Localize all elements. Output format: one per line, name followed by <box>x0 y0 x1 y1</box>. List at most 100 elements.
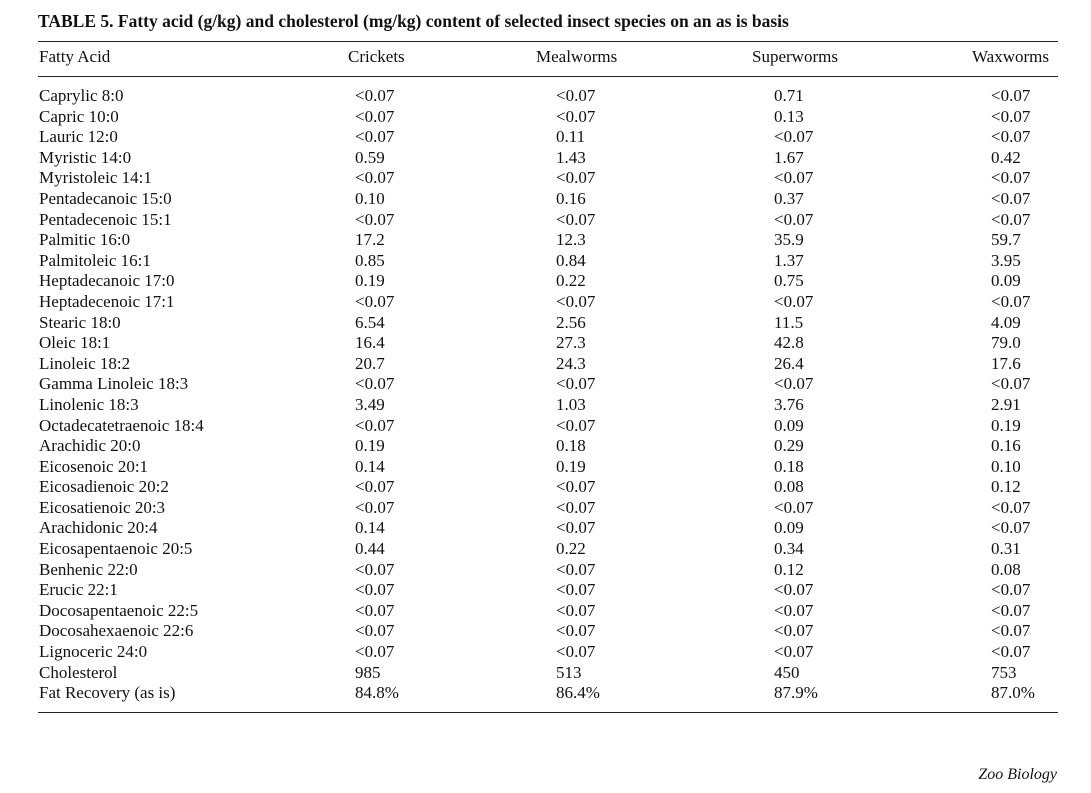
header-fatty-acid: Fatty Acid <box>39 47 111 66</box>
cell-mealworms: <0.07 <box>556 642 596 662</box>
cell-superworms: <0.07 <box>774 374 814 394</box>
cell-superworms: <0.07 <box>774 127 814 147</box>
cell-waxworms: 0.09 <box>991 271 1021 291</box>
table-body: Caprylic 8:0 <0.07 <0.07 0.71 <0.07 Capric 10… <box>0 86 1091 704</box>
cell-superworms: 11.5 <box>774 312 804 332</box>
cell-fatty-acid: Pentadecanoic 15:0 <box>39 188 172 208</box>
cell-fatty-acid: Myristic 14:0 <box>39 147 132 167</box>
cell-fatty-acid: Stearic 18:0 <box>39 312 121 332</box>
table-row: Docosahexaenoic 22:6 <0.07 <0.07 <0.07 <0.07 <box>0 621 1091 642</box>
cell-waxworms: 0.16 <box>991 436 1021 456</box>
cell-waxworms: <0.07 <box>991 642 1031 662</box>
cell-crickets: <0.07 <box>355 600 395 620</box>
cell-crickets: <0.07 <box>355 497 395 517</box>
cell-superworms: 0.29 <box>774 436 804 456</box>
cell-waxworms: <0.07 <box>991 127 1031 147</box>
cell-superworms: 3.76 <box>774 394 804 414</box>
cell-fatty-acid: Caprylic 8:0 <box>39 86 124 105</box>
cell-waxworms: 79.0 <box>991 333 1021 353</box>
cell-superworms: <0.07 <box>774 209 814 229</box>
cell-mealworms: 12.3 <box>556 230 586 250</box>
table-row: Heptadecanoic 17:0 0.19 0.22 0.75 0.09 <box>0 271 1091 292</box>
cell-fatty-acid: Docosahexaenoic 22:6 <box>39 621 194 641</box>
cell-superworms: <0.07 <box>774 580 814 600</box>
table-row: Capric 10:0 <0.07 <0.07 0.13 <0.07 <box>0 107 1091 128</box>
cell-fatty-acid: Lauric 12:0 <box>39 127 118 147</box>
table-row: Pentadecanoic 15:0 0.10 0.16 0.37 <0.07 <box>0 189 1091 210</box>
cell-mealworms: 0.19 <box>556 456 586 476</box>
table-row: Myristic 14:0 0.59 1.43 1.67 0.42 <box>0 148 1091 169</box>
cell-crickets: <0.07 <box>355 580 395 600</box>
table-row: Myristoleic 14:1 <0.07 <0.07 <0.07 <0.07 <box>0 168 1091 189</box>
cell-superworms: 0.13 <box>774 106 804 126</box>
cell-crickets: <0.07 <box>355 106 395 126</box>
table-row: Heptadecenoic 17:1 <0.07 <0.07 <0.07 <0.07 <box>0 292 1091 313</box>
table-row: Eicosenoic 20:1 0.14 0.19 0.18 0.10 <box>0 457 1091 478</box>
cell-crickets: 20.7 <box>355 353 385 373</box>
cell-fatty-acid: Linolenic 18:3 <box>39 394 139 414</box>
cell-waxworms: 0.19 <box>991 415 1021 435</box>
table-row: Linolenic 18:3 3.49 1.03 3.76 2.91 <box>0 395 1091 416</box>
cell-mealworms: <0.07 <box>556 374 596 394</box>
cell-mealworms: <0.07 <box>556 106 596 126</box>
table-row: Arachidic 20:0 0.19 0.18 0.29 0.16 <box>0 436 1091 457</box>
cell-waxworms: <0.07 <box>991 209 1031 229</box>
cell-waxworms: 0.42 <box>991 147 1021 167</box>
cell-superworms: <0.07 <box>774 621 814 641</box>
cell-fatty-acid: Arachidonic 20:4 <box>39 518 158 538</box>
cell-waxworms: 87.0% <box>991 683 1035 703</box>
cell-waxworms: 0.12 <box>991 477 1021 497</box>
cell-crickets: 985 <box>355 662 381 682</box>
cell-superworms: 0.09 <box>774 518 804 538</box>
cell-fatty-acid: Lignoceric 24:0 <box>39 642 148 662</box>
header-rule <box>38 76 1058 77</box>
cell-crickets: 0.44 <box>355 539 385 559</box>
cell-superworms: 0.08 <box>774 477 804 497</box>
table-row: Lauric 12:0 <0.07 0.11 <0.07 <0.07 <box>0 127 1091 148</box>
cell-mealworms: <0.07 <box>556 477 596 497</box>
cell-superworms: 450 <box>774 662 800 682</box>
cell-waxworms: <0.07 <box>991 168 1031 188</box>
cell-crickets: <0.07 <box>355 374 395 394</box>
bottom-rule <box>38 712 1058 713</box>
cell-fatty-acid: Cholesterol <box>39 662 118 682</box>
cell-mealworms: <0.07 <box>556 559 596 579</box>
cell-crickets: 0.19 <box>355 271 385 291</box>
cell-fatty-acid: Eicosenoic 20:1 <box>39 456 149 476</box>
cell-fatty-acid: Arachidic 20:0 <box>39 436 141 456</box>
cell-mealworms: <0.07 <box>556 291 596 311</box>
cell-mealworms: 0.84 <box>556 250 586 270</box>
cell-waxworms: <0.07 <box>991 106 1031 126</box>
cell-fatty-acid: Eicosadienoic 20:2 <box>39 477 169 497</box>
cell-waxworms: 0.31 <box>991 539 1021 559</box>
cell-crickets: <0.07 <box>355 415 395 435</box>
cell-crickets: 0.85 <box>355 250 385 270</box>
cell-crickets: 0.14 <box>355 518 385 538</box>
cell-fatty-acid: Docosapentaenoic 22:5 <box>39 600 199 620</box>
header-mealworms: Mealworms <box>536 47 618 66</box>
cell-mealworms: 86.4% <box>556 683 600 703</box>
table-row: Pentadecenoic 15:1 <0.07 <0.07 <0.07 <0.07 <box>0 210 1091 231</box>
cell-mealworms: <0.07 <box>556 497 596 517</box>
cell-crickets: <0.07 <box>355 209 395 229</box>
cell-superworms: 0.37 <box>774 188 804 208</box>
cell-crickets: <0.07 <box>355 291 395 311</box>
cell-superworms: 1.67 <box>774 147 804 167</box>
cell-waxworms: 2.91 <box>991 394 1021 414</box>
table-row: Benhenic 22:0 <0.07 <0.07 0.12 0.08 <box>0 560 1091 581</box>
cell-crickets: <0.07 <box>355 477 395 497</box>
header-crickets: Crickets <box>348 47 405 66</box>
cell-mealworms: 0.16 <box>556 188 586 208</box>
cell-fatty-acid: Heptadecanoic 17:0 <box>39 271 175 291</box>
cell-crickets: <0.07 <box>355 642 395 662</box>
cell-waxworms: 3.95 <box>991 250 1021 270</box>
table-row: Fat Recovery (as is) 84.8% 86.4% 87.9% 87.0% <box>0 683 1091 704</box>
cell-superworms: 0.12 <box>774 559 804 579</box>
table-row: Eicosadienoic 20:2 <0.07 <0.07 0.08 0.12 <box>0 477 1091 498</box>
table-row: Palmitic 16:0 17.2 12.3 35.9 59.7 <box>0 230 1091 251</box>
cell-superworms: 0.18 <box>774 456 804 476</box>
cell-fatty-acid: Eicosatienoic 20:3 <box>39 497 166 517</box>
cell-superworms: 0.71 <box>774 86 804 105</box>
cell-superworms: 87.9% <box>774 683 818 703</box>
cell-mealworms: <0.07 <box>556 518 596 538</box>
